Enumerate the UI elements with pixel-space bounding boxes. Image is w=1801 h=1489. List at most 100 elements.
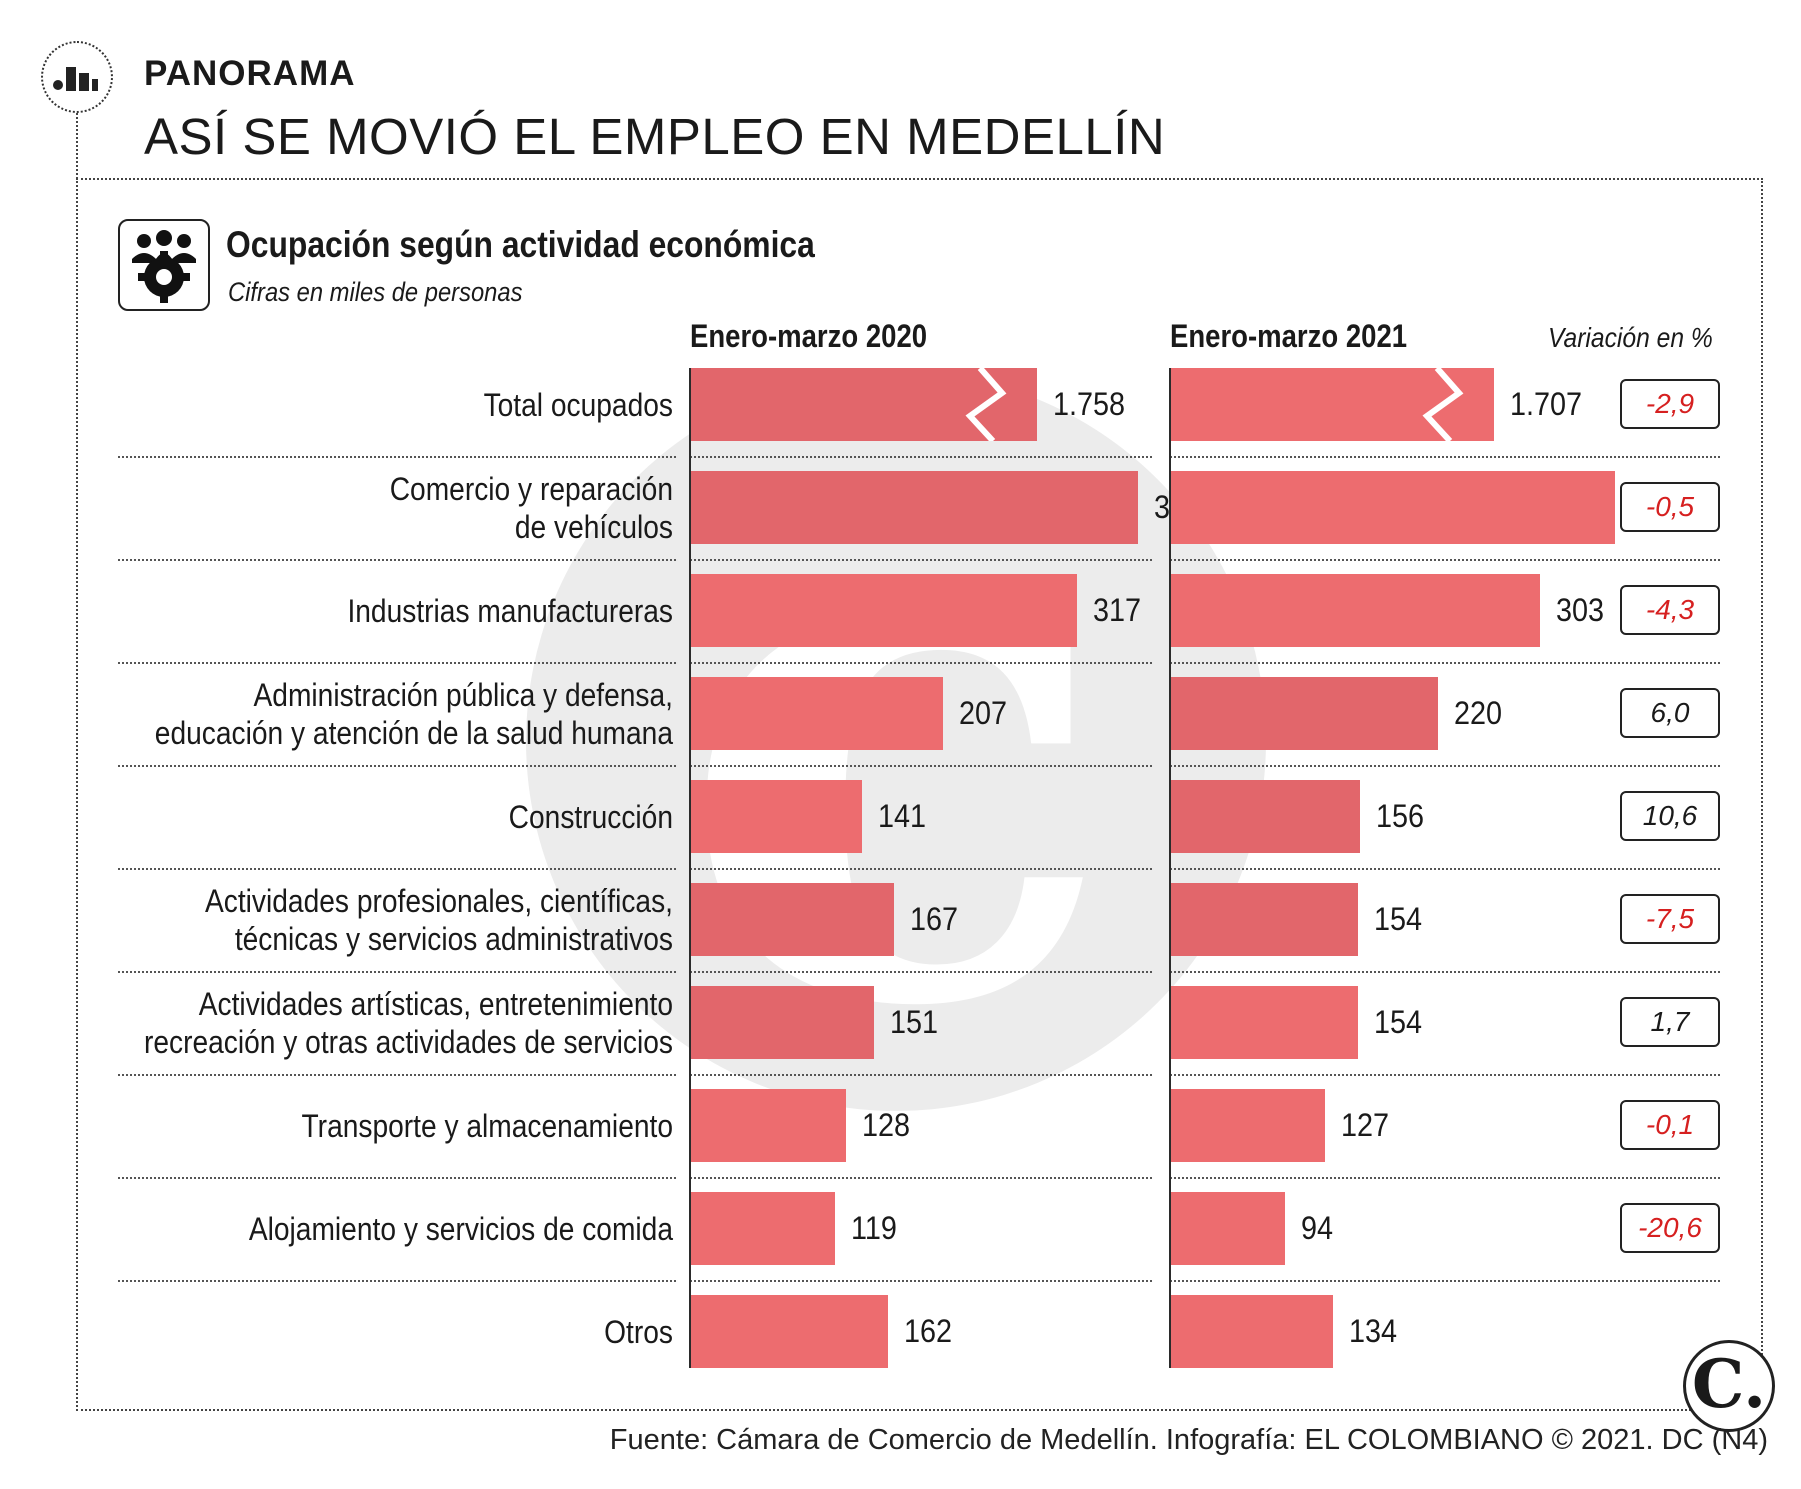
category-label: Construcción: [508, 798, 673, 835]
row-separator: [118, 662, 676, 664]
bar-2021: [1170, 368, 1494, 441]
bar-2020: [690, 471, 1138, 544]
row-separator: [118, 1177, 676, 1179]
value-label: 94: [1300, 1210, 1333, 1246]
row-separator: [118, 559, 676, 561]
section-kicker: PANORAMA: [144, 54, 356, 93]
variation-header: Variación en %: [1548, 322, 1713, 353]
value-label: 154: [1373, 901, 1422, 937]
category-label: Otros: [604, 1313, 673, 1350]
row-separator: [1170, 559, 1720, 561]
bar-2021: [1170, 574, 1540, 647]
variation-badge: -0,5: [1620, 482, 1720, 532]
bar-2021: [1170, 780, 1361, 853]
value-label: 141: [878, 798, 927, 834]
row-separator: [1170, 868, 1720, 870]
bar-2021: [1170, 986, 1358, 1059]
source-credit: Fuente: Cámara de Comercio de Medellín. …: [609, 1424, 1768, 1456]
variation-badge: 1,7: [1620, 997, 1720, 1047]
value-label: 151: [890, 1004, 939, 1040]
row-separator: [1170, 765, 1720, 767]
row-separator: [1170, 1074, 1720, 1076]
value-label: 1.707: [1510, 386, 1583, 422]
bar-2021: [1170, 1192, 1285, 1265]
value-label: 303: [1555, 592, 1604, 628]
category-label: Comercio y reparación de vehículos: [389, 470, 673, 545]
row-separator: [690, 971, 1152, 973]
section-chart-icon: [41, 41, 113, 113]
bar-2020: [690, 883, 894, 956]
axis-2021: [1169, 368, 1171, 1368]
bar-2020: [690, 677, 943, 750]
value-label: 128: [862, 1107, 911, 1143]
row-separator: [1170, 456, 1720, 458]
value-label: 220: [1454, 695, 1503, 731]
row-separator: [118, 765, 676, 767]
row-separator: [1170, 1280, 1720, 1282]
variation-badge: 10,6: [1620, 791, 1720, 841]
frame-left-border: [76, 113, 78, 1411]
category-label: Transporte y almacenamiento: [301, 1107, 673, 1144]
bar-2020: [690, 1089, 847, 1162]
category-label: Actividades artísticas, entretenimiento …: [143, 985, 673, 1060]
bar-2021: [1170, 1295, 1334, 1368]
bar-2020: [690, 780, 863, 853]
row-separator: [690, 868, 1152, 870]
row-separator: [690, 765, 1152, 767]
headline: ASÍ SE MOVIÓ EL EMPLEO EN MEDELLÍN: [144, 108, 1166, 165]
row-separator: [118, 456, 676, 458]
row-separator: [118, 1074, 676, 1076]
row-separator: [118, 971, 676, 973]
variation-badge: -20,6: [1620, 1203, 1720, 1253]
value-label: 156: [1376, 798, 1425, 834]
value-label: 1.758: [1053, 386, 1126, 422]
row-separator: [1170, 662, 1720, 664]
variation-badge: -7,5: [1620, 894, 1720, 944]
bar-2021: [1170, 883, 1358, 956]
row-separator: [1170, 1177, 1720, 1179]
chart-frame: [76, 178, 1763, 1411]
bar-2020: [690, 986, 875, 1059]
value-label: 317: [1092, 592, 1141, 628]
bar-2020: [690, 1295, 888, 1368]
people-gear-icon: [118, 219, 210, 311]
category-label: Actividades profesionales, científicas, …: [204, 882, 673, 957]
chart-subtitle: Cifras en miles de personas: [228, 277, 523, 307]
value-label: 127: [1340, 1107, 1389, 1143]
bar-2020: [690, 1192, 836, 1265]
axis-break-icon: [1422, 368, 1464, 441]
bar-2020: [690, 368, 1037, 441]
row-separator: [690, 1280, 1152, 1282]
value-label: 162: [903, 1313, 952, 1349]
row-separator: [690, 662, 1152, 664]
variation-badge: -2,9: [1620, 379, 1720, 429]
row-separator: [690, 559, 1152, 561]
axis-break-icon: [965, 368, 1007, 441]
row-separator: [690, 456, 1152, 458]
el-colombiano-logo: C.: [1683, 1340, 1775, 1432]
series-2020-header: Enero-marzo 2020: [690, 318, 928, 354]
bar-2021: [1170, 471, 1616, 544]
row-separator: [118, 868, 676, 870]
category-label: Total ocupados: [483, 386, 673, 423]
axis-2020: [689, 368, 691, 1368]
row-separator: [1170, 971, 1720, 973]
variation-badge: 6,0: [1620, 688, 1720, 738]
bar-2021: [1170, 1089, 1325, 1162]
value-label: 119: [851, 1210, 898, 1246]
category-label: Industrias manufactureras: [347, 592, 673, 629]
category-label: Administración pública y defensa, educac…: [154, 676, 673, 751]
bar-2020: [690, 574, 1077, 647]
row-separator: [690, 1177, 1152, 1179]
series-2021-header: Enero-marzo 2021: [1170, 318, 1408, 354]
bar-2021: [1170, 677, 1439, 750]
row-separator: [118, 1280, 676, 1282]
value-label: 167: [909, 901, 958, 937]
variation-badge: -0,1: [1620, 1100, 1720, 1150]
category-label: Alojamiento y servicios de comida: [248, 1210, 673, 1247]
variation-badge: -4,3: [1620, 585, 1720, 635]
chart-title: Ocupación según actividad económica: [226, 224, 815, 265]
value-label: 207: [958, 695, 1007, 731]
value-label: 134: [1349, 1313, 1398, 1349]
value-label: 154: [1373, 1004, 1422, 1040]
